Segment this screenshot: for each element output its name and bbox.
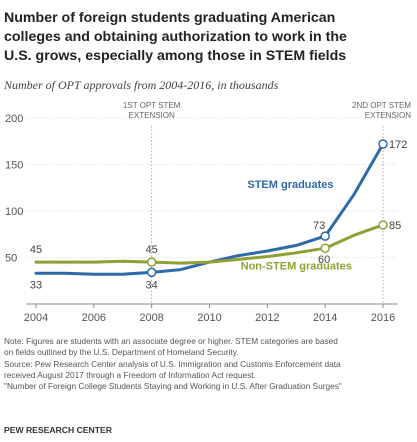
y-tick-label: 100 — [5, 206, 23, 218]
data-point-marker — [320, 231, 330, 241]
x-tick-label: 2016 — [371, 312, 395, 324]
data-label: 45 — [146, 244, 158, 256]
data-label: 45 — [30, 244, 42, 256]
line-chart: 50 100 150 200 2004 2006 2008 2010 2012 2014 2016 1… — [5, 101, 411, 324]
data-point-marker — [146, 257, 157, 267]
stem-series-label: STEM graduates — [247, 179, 333, 191]
data-point-marker — [320, 243, 330, 253]
data-point-marker — [146, 267, 157, 278]
note-line: Source: Pew Research Center analysis of … — [4, 358, 341, 369]
x-tick-label: 2014 — [313, 312, 337, 324]
title-line: Number of foreign students graduating Am… — [4, 10, 336, 26]
reference-label: 2ND OPT STEM — [352, 101, 411, 110]
brand-name: PEW RESEARCH CENTER — [4, 425, 112, 435]
data-point-marker — [378, 139, 388, 149]
reference-label: EXTENSION — [365, 111, 411, 120]
chart-subtitle: Number of OPT approvals from 2004-2016, … — [4, 78, 279, 92]
y-tick-label: 50 — [5, 253, 17, 265]
chart-notes: Note: Figures are students with an assoc… — [4, 336, 416, 392]
data-label: 60 — [318, 254, 330, 266]
y-tick-label: 200 — [5, 113, 23, 125]
reference-label: 1ST OPT STEM — [123, 101, 181, 110]
stem-series-line — [34, 142, 385, 276]
data-label: 85 — [389, 220, 401, 232]
title-line: colleges and obtaining authorization to … — [4, 29, 347, 45]
note-line: Note: Figures are students with an assoc… — [4, 336, 338, 346]
data-label: 172 — [389, 139, 407, 151]
data-label: 33 — [30, 279, 42, 291]
x-tick-label: 2012 — [255, 312, 279, 324]
x-tick-label: 2006 — [82, 312, 106, 324]
title-line: U.S. grows, especially among those in ST… — [4, 48, 347, 64]
reference-label: EXTENSION — [129, 111, 175, 120]
x-tick-label: 2008 — [139, 312, 163, 324]
non-stem-series-label: Non-STEM graduates — [241, 261, 352, 273]
data-point-marker — [378, 220, 388, 230]
note-line: "Number of Foreign College Students Stay… — [4, 381, 342, 392]
chart-title: Number of foreign students graduating Am… — [4, 9, 414, 66]
data-label: 73 — [313, 220, 325, 232]
x-tick-label: 2010 — [197, 312, 221, 324]
note-line: on fields outlined by the U.S. Departmen… — [4, 347, 239, 358]
x-tick-label: 2004 — [24, 312, 48, 324]
data-label: 34 — [146, 279, 158, 291]
note-line: received August 2017 through a Freedom o… — [4, 369, 256, 380]
y-tick-label: 150 — [5, 160, 23, 172]
